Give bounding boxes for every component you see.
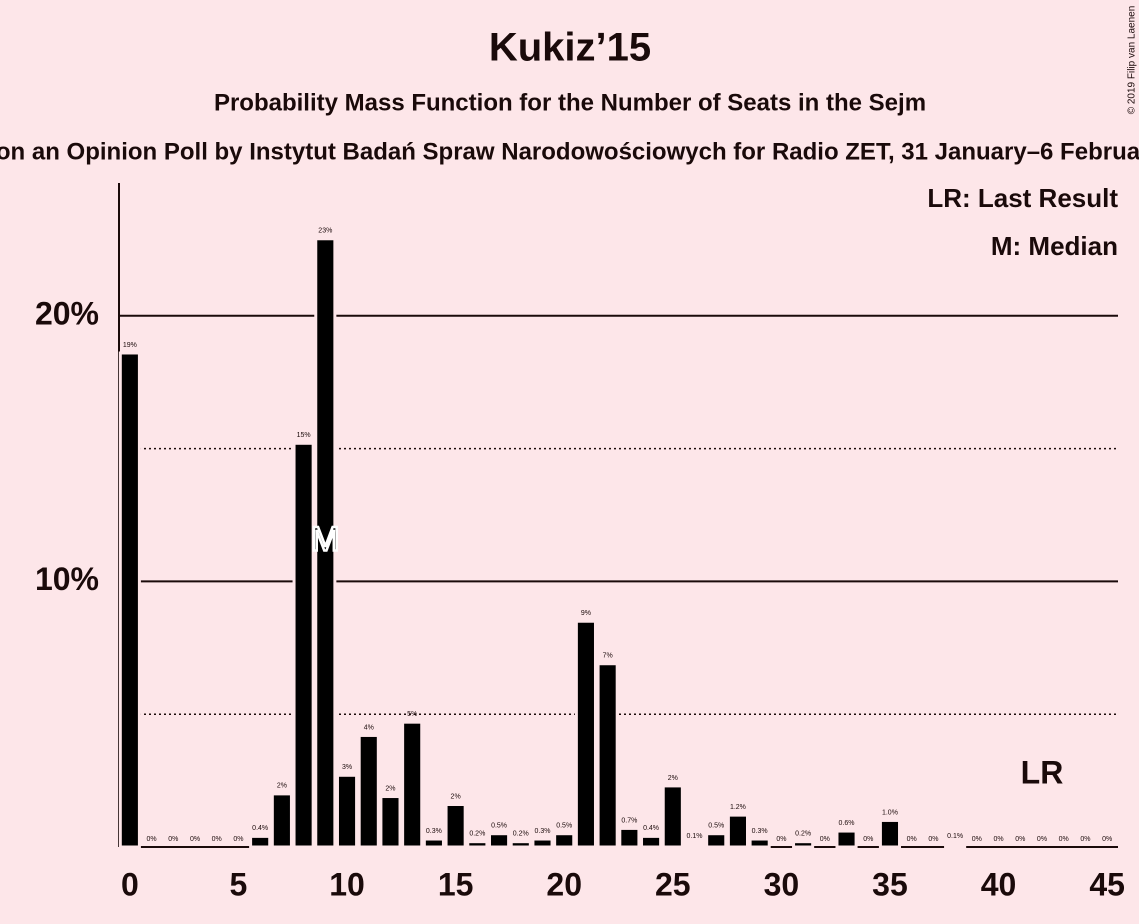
bar (726, 813, 750, 849)
bar (640, 834, 663, 849)
bar (335, 773, 359, 849)
value-label: 0% (1080, 836, 1090, 843)
value-label: 0% (212, 836, 222, 843)
x-tick-label: 5 (230, 866, 248, 902)
value-label: 2% (668, 775, 678, 782)
bar (574, 619, 597, 849)
value-label: 23% (318, 228, 332, 235)
value-label: 0.2% (795, 831, 811, 838)
value-label: 2% (385, 785, 395, 792)
bar (596, 662, 619, 849)
value-label: 5% (407, 711, 417, 718)
value-label: 0% (1059, 836, 1069, 843)
value-label: 0% (776, 836, 786, 843)
bar (944, 842, 967, 849)
copyright: © 2019 Filip van Laenen (1127, 6, 1138, 115)
bar (292, 441, 315, 849)
x-tick-label: 25 (655, 866, 691, 902)
value-label: 0.2% (469, 831, 485, 838)
bar (683, 842, 706, 849)
bar (422, 837, 445, 849)
value-label: 1.2% (730, 804, 746, 811)
value-label: 0.1% (947, 833, 963, 840)
bar (531, 837, 554, 849)
value-label: 0% (1102, 836, 1112, 843)
y-tick-label: 10% (35, 561, 99, 597)
value-label: 0.3% (426, 828, 442, 835)
bar (444, 803, 467, 849)
value-label: 0% (233, 836, 243, 843)
value-label: 0% (972, 836, 982, 843)
bar (792, 840, 815, 849)
x-tick-label: 40 (981, 866, 1017, 902)
value-label: 4% (364, 724, 374, 731)
legend-entry: LR: Last Result (927, 183, 1118, 213)
bar (835, 829, 858, 849)
bar (379, 795, 402, 849)
bar (705, 832, 728, 849)
bar (618, 826, 641, 849)
bar (401, 720, 424, 849)
legend-entry: M: Median (991, 231, 1118, 261)
value-label: 2% (451, 793, 461, 800)
value-label: 9% (581, 610, 591, 617)
x-tick-label: 45 (1089, 866, 1125, 902)
value-label: 0% (168, 836, 178, 843)
value-label: 0% (907, 836, 917, 843)
value-label: 0% (147, 836, 157, 843)
x-tick-label: 15 (438, 866, 474, 902)
value-label: 0.5% (708, 823, 724, 830)
value-label: 15% (297, 432, 311, 439)
value-label: 2% (277, 783, 287, 790)
x-tick-label: 20 (546, 866, 582, 902)
bar (878, 818, 902, 849)
value-label: 0.4% (252, 825, 268, 832)
last-result-marker: LR (1021, 755, 1064, 791)
value-label: 0.4% (643, 825, 659, 832)
median-marker: M (311, 521, 339, 559)
value-label: 0% (993, 836, 1003, 843)
value-label: 0% (1037, 836, 1047, 843)
chart-subtitle: Probability Mass Function for the Number… (214, 89, 926, 116)
x-tick-label: 35 (872, 866, 908, 902)
value-label: 0.3% (752, 828, 768, 835)
value-label: 7% (603, 653, 613, 660)
value-label: 3% (342, 764, 352, 771)
value-label: 0.5% (491, 823, 507, 830)
value-label: 0.5% (556, 823, 572, 830)
bar (314, 237, 337, 849)
value-label: 0.6% (839, 820, 855, 827)
x-tick-label: 0 (121, 866, 139, 902)
bar (466, 840, 489, 849)
value-label: 0% (863, 836, 873, 843)
bar (118, 351, 141, 849)
value-label: 0% (820, 836, 830, 843)
bar (357, 733, 380, 849)
value-label: 0.1% (687, 833, 703, 840)
bar (553, 832, 576, 849)
chart-title: Kukiz’15 (489, 26, 651, 70)
chart-caption: Based on an Opinion Poll by Instytut Bad… (0, 138, 1139, 165)
bar (509, 840, 532, 849)
value-label: 0% (190, 836, 200, 843)
value-label: 0% (1015, 836, 1025, 843)
y-tick-label: 20% (35, 295, 99, 331)
bar (748, 837, 771, 849)
value-label: 0.7% (621, 817, 637, 824)
x-tick-label: 10 (329, 866, 365, 902)
value-label: 19% (123, 342, 137, 349)
bar (249, 834, 272, 849)
bar (270, 792, 293, 849)
value-label: 0.2% (513, 831, 529, 838)
bar (661, 784, 684, 849)
bar (487, 832, 511, 849)
x-tick-label: 30 (764, 866, 800, 902)
value-label: 0.3% (535, 828, 551, 835)
value-label: 1.0% (882, 809, 898, 816)
value-label: 0% (928, 836, 938, 843)
